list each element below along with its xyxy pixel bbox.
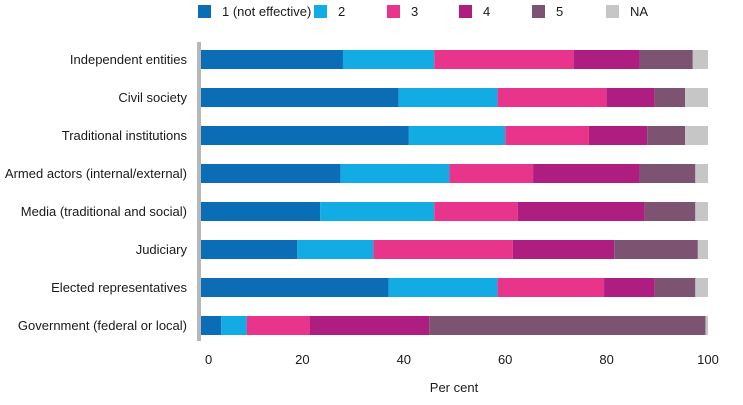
category-label-1: Civil society: [118, 90, 187, 105]
bar-segment-5-0: [201, 240, 298, 259]
legend-label-3: 4: [483, 4, 490, 19]
category-label-3: Armed actors (internal/external): [5, 166, 187, 181]
legend-label-4: 5: [556, 4, 563, 19]
bar-segment-2-2: [505, 126, 589, 145]
legend-swatch-1: [314, 5, 327, 18]
bar-segment-0-2: [434, 50, 574, 69]
bar-segment-4-0: [201, 202, 321, 221]
legend: 1 (not effective) 2 3 4 5 NA: [198, 4, 648, 19]
bar-segment-3-4: [639, 164, 696, 183]
legend-label-5: NA: [630, 4, 648, 19]
legend-label-0: 1 (not effective): [222, 4, 311, 19]
bar-segment-0-5: [692, 50, 708, 69]
bar-segment-2-4: [647, 126, 686, 145]
bar-segment-3-0: [201, 164, 341, 183]
x-tick-label-1: 20: [295, 352, 309, 367]
bar-segment-3-5: [695, 164, 708, 183]
legend-swatch-5: [606, 5, 619, 18]
bar-segment-5-4: [614, 240, 698, 259]
bar-segment-6-2: [497, 278, 605, 297]
bar-segment-4-3: [517, 202, 645, 221]
bar-segment-1-4: [654, 88, 686, 107]
bar-segment-1-2: [497, 88, 607, 107]
bar-segment-7-2: [246, 316, 311, 335]
bar-segment-3-3: [533, 164, 640, 183]
bar-segment-5-5: [697, 240, 708, 259]
bar-segment-4-2: [434, 202, 518, 221]
bar-segment-2-1: [408, 126, 506, 145]
bar-segment-4-4: [644, 202, 696, 221]
bar-segment-3-1: [340, 164, 450, 183]
x-tick-label-5: 100: [697, 352, 719, 367]
bar-segment-2-5: [685, 126, 708, 145]
bar-segment-7-3: [310, 316, 430, 335]
bar-segment-7-1: [221, 316, 247, 335]
bar-segment-7-0: [201, 316, 222, 335]
bar-segment-0-0: [201, 50, 343, 69]
bar-segment-6-4: [654, 278, 696, 297]
x-tick-label-0: 0: [205, 352, 212, 367]
bar-segment-6-0: [201, 278, 389, 297]
x-tick-label-3: 60: [498, 352, 512, 367]
legend-swatch-4: [532, 5, 545, 18]
legend-swatch-2: [387, 5, 400, 18]
bar-segment-7-4: [429, 316, 706, 335]
category-labels: Independent entities Civil society Traditi…: [5, 52, 188, 333]
category-label-0: Independent entities: [70, 52, 188, 67]
bar-segment-5-1: [297, 240, 374, 259]
legend-label-1: 2: [338, 4, 345, 19]
bar-segment-6-5: [695, 278, 708, 297]
x-axis-title: Per cent: [430, 380, 479, 395]
category-label-5: Judiciary: [136, 242, 188, 257]
bar-segment-4-5: [695, 202, 708, 221]
category-label-4: Media (traditional and social): [21, 204, 187, 219]
bar-segment-6-3: [604, 278, 655, 297]
legend-label-2: 3: [411, 4, 418, 19]
bar-segment-5-2: [373, 240, 513, 259]
bar-segment-7-5: [705, 316, 708, 335]
x-tick-label-2: 40: [397, 352, 411, 367]
bar-segment-2-0: [201, 126, 409, 145]
x-tick-label-4: 80: [599, 352, 613, 367]
bar-segment-1-1: [398, 88, 498, 107]
bar-segment-0-3: [573, 50, 640, 69]
bar-segment-5-3: [512, 240, 615, 259]
category-label-2: Traditional institutions: [62, 128, 188, 143]
category-label-7: Government (federal or local): [18, 318, 187, 333]
bar-segment-3-2: [449, 164, 534, 183]
bar-segment-4-1: [320, 202, 435, 221]
x-tick-labels: 0 20 40 60 80 100: [205, 352, 719, 367]
bar-segment-1-5: [685, 88, 708, 107]
bar-segment-0-4: [639, 50, 693, 69]
bar-segment-1-0: [201, 88, 399, 107]
legend-swatch-0: [198, 5, 211, 18]
bars-group: [201, 50, 708, 335]
bar-segment-0-1: [342, 50, 435, 69]
legend-swatch-3: [459, 5, 472, 18]
bar-segment-1-3: [606, 88, 655, 107]
category-label-6: Elected representatives: [51, 280, 187, 295]
bar-segment-6-1: [388, 278, 498, 297]
bar-segment-2-3: [588, 126, 648, 145]
